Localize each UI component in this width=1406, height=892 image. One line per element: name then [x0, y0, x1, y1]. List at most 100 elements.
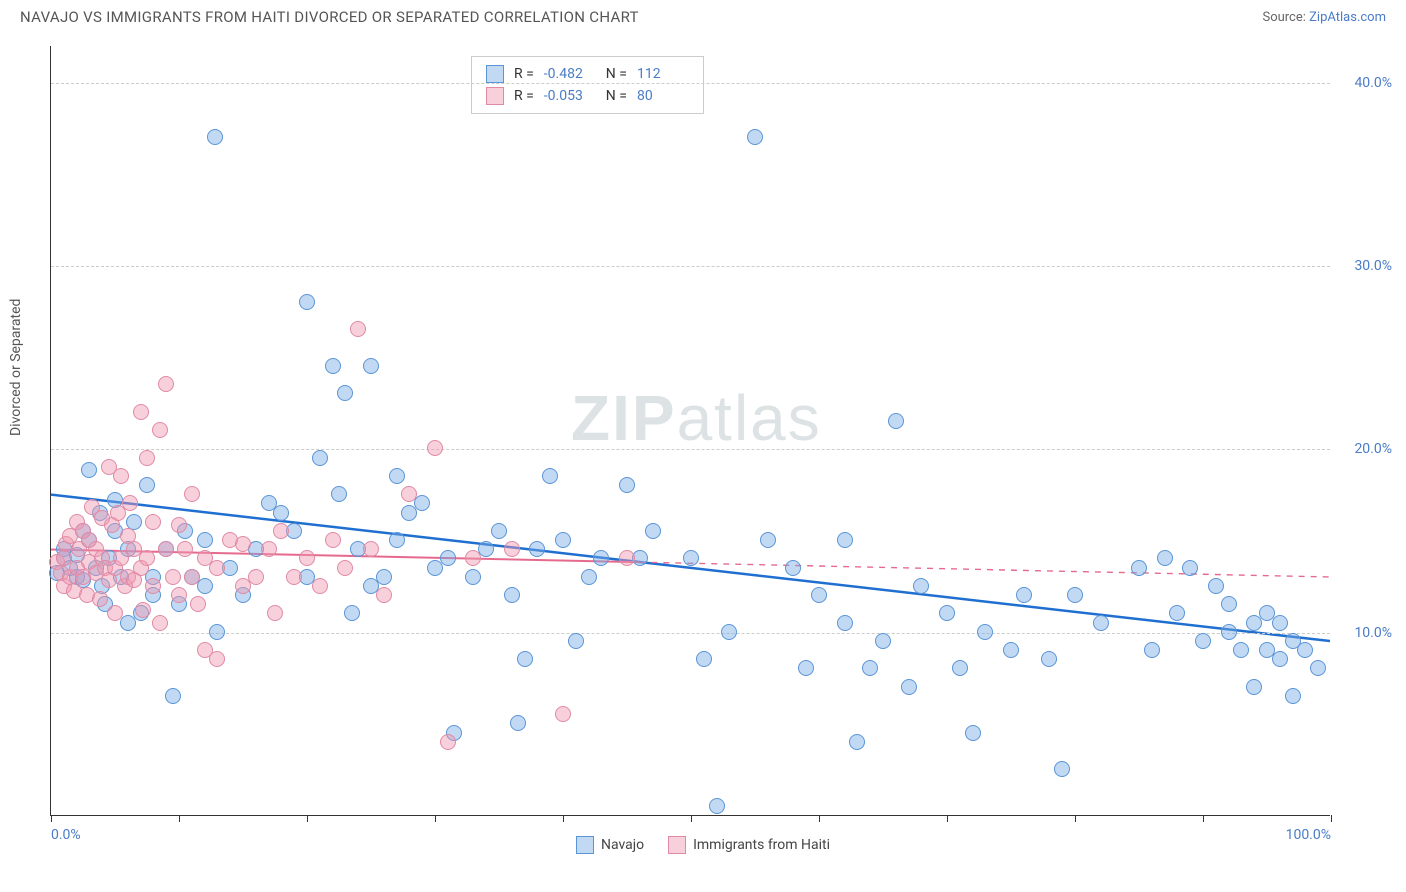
- data-point: [312, 450, 328, 466]
- stats-row: R = -0.053 N = 80: [486, 85, 689, 107]
- data-point: [811, 587, 827, 603]
- n-value: 80: [637, 88, 689, 104]
- x-tick: [307, 815, 308, 822]
- data-point: [1169, 605, 1185, 621]
- x-tick: [51, 815, 52, 822]
- data-point: [1272, 651, 1288, 667]
- data-point: [465, 569, 481, 585]
- y-axis-label: Divorced or Separated: [8, 299, 24, 436]
- data-point: [1067, 587, 1083, 603]
- data-point: [977, 624, 993, 640]
- data-point: [542, 468, 558, 484]
- data-point: [325, 358, 341, 374]
- data-point: [363, 541, 379, 557]
- data-point: [504, 587, 520, 603]
- data-point: [145, 514, 161, 530]
- legend-label: Immigrants from Haiti: [693, 837, 830, 853]
- data-point: [350, 321, 366, 337]
- y-tick-label: 40.0%: [1354, 75, 1392, 91]
- data-point: [785, 560, 801, 576]
- x-tick: [1203, 815, 1204, 822]
- y-tick-label: 20.0%: [1354, 441, 1392, 457]
- data-point: [177, 541, 193, 557]
- data-point: [389, 532, 405, 548]
- data-point: [107, 605, 123, 621]
- data-point: [145, 578, 161, 594]
- data-point: [135, 602, 151, 618]
- r-label: R =: [514, 88, 534, 104]
- data-point: [235, 536, 251, 552]
- x-tick: [1331, 815, 1332, 822]
- data-point: [1041, 651, 1057, 667]
- data-point: [696, 651, 712, 667]
- r-value: -0.053: [544, 88, 596, 104]
- data-point: [273, 505, 289, 521]
- data-point: [568, 633, 584, 649]
- data-point: [139, 477, 155, 493]
- gridline: [51, 266, 1330, 267]
- series-legend: Navajo Immigrants from Haiti: [0, 836, 1406, 854]
- data-point: [581, 569, 597, 585]
- x-tick: [435, 815, 436, 822]
- data-point: [414, 495, 430, 511]
- data-point: [401, 486, 417, 502]
- data-point: [760, 532, 776, 548]
- data-point: [683, 550, 699, 566]
- legend-item: Immigrants from Haiti: [668, 836, 830, 854]
- data-point: [267, 605, 283, 621]
- data-point: [126, 514, 142, 530]
- data-point: [875, 633, 891, 649]
- data-point: [122, 495, 138, 511]
- legend-label: Navajo: [601, 837, 644, 853]
- data-point: [517, 651, 533, 667]
- data-point: [209, 560, 225, 576]
- data-point: [1297, 642, 1313, 658]
- data-point: [325, 532, 341, 548]
- data-point: [1221, 624, 1237, 640]
- data-point: [1310, 660, 1326, 676]
- data-point: [1285, 688, 1301, 704]
- data-point: [1003, 642, 1019, 658]
- x-tick: [1075, 815, 1076, 822]
- data-point: [158, 376, 174, 392]
- data-point: [510, 715, 526, 731]
- data-point: [709, 798, 725, 814]
- data-point: [184, 569, 200, 585]
- data-point: [440, 550, 456, 566]
- data-point: [113, 468, 129, 484]
- gridline: [51, 633, 1330, 634]
- data-point: [1233, 642, 1249, 658]
- x-tick: [179, 815, 180, 822]
- data-point: [1272, 615, 1288, 631]
- data-point: [376, 587, 392, 603]
- data-point: [261, 541, 277, 557]
- data-point: [504, 541, 520, 557]
- data-point: [197, 578, 213, 594]
- data-point: [337, 385, 353, 401]
- data-point: [152, 422, 168, 438]
- data-point: [207, 129, 223, 145]
- data-point: [747, 129, 763, 145]
- data-point: [849, 734, 865, 750]
- data-point: [913, 578, 929, 594]
- data-point: [81, 462, 97, 478]
- n-label: N =: [606, 88, 627, 104]
- data-point: [465, 550, 481, 566]
- y-tick-label: 10.0%: [1354, 625, 1392, 641]
- data-point: [491, 523, 507, 539]
- data-point: [529, 541, 545, 557]
- data-point: [1016, 587, 1032, 603]
- data-point: [389, 468, 405, 484]
- data-point: [1144, 642, 1160, 658]
- data-point: [555, 532, 571, 548]
- x-tick: [947, 815, 948, 822]
- correlation-stats-box: R =-0.482N =112R =-0.053N =80: [471, 56, 704, 114]
- data-point: [312, 578, 328, 594]
- trend-lines: [51, 46, 1330, 815]
- source-link[interactable]: ZipAtlas.com: [1309, 10, 1386, 25]
- data-point: [862, 660, 878, 676]
- data-point: [1157, 550, 1173, 566]
- data-point: [165, 569, 181, 585]
- data-point: [427, 440, 443, 456]
- data-point: [1131, 560, 1147, 576]
